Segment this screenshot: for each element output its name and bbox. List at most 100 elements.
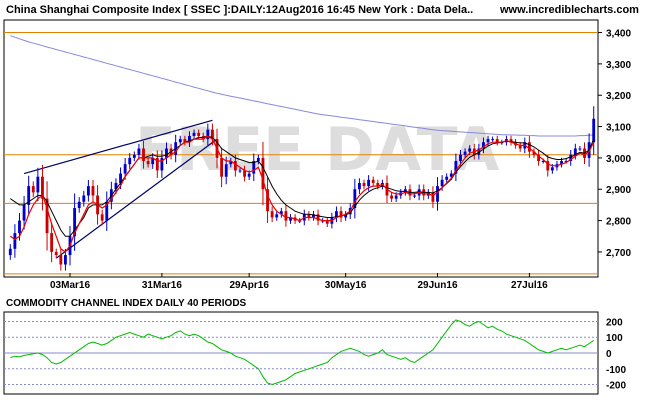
- candle-body: [188, 135, 191, 143]
- cci-tick-label: 100: [606, 333, 623, 344]
- candle-body: [339, 211, 343, 218]
- candle-body: [325, 220, 329, 224]
- candle-body: [243, 170, 247, 177]
- candle-body: [31, 186, 35, 193]
- candle-body: [210, 129, 214, 140]
- cci-title: COMMODITY CHANNEL INDEX DAILY 40 PERIODS: [6, 298, 247, 309]
- candle-body: [86, 186, 90, 196]
- candle-body: [100, 214, 104, 221]
- candle-body: [266, 189, 269, 212]
- candle-body: [91, 186, 95, 196]
- candle-body: [307, 214, 311, 218]
- candle-body: [569, 154, 573, 162]
- candle-body: [550, 167, 554, 171]
- candle-body: [146, 161, 150, 165]
- date-axis-ticks: 03Mar16 31Mar16 29Apr16 30May16 29Jun16 27Jul…: [50, 273, 548, 291]
- candle-body: [128, 157, 132, 165]
- cci-levels: [4, 320, 598, 386]
- candle-body: [73, 208, 77, 237]
- candle-body: [165, 148, 168, 158]
- candle-body: [316, 214, 320, 221]
- candle-body: [463, 151, 467, 155]
- ma-mid-line: [10, 135, 595, 237]
- candle-body: [573, 148, 577, 155]
- candle-body: [495, 139, 499, 143]
- candle-body: [151, 157, 155, 165]
- candle-body: [41, 176, 44, 199]
- candle-body: [527, 142, 531, 152]
- candle-body: [155, 157, 159, 171]
- cci-line-group: [10, 319, 594, 386]
- candle-body: [82, 195, 86, 202]
- price-horizontal-levels: [4, 32, 598, 275]
- cci-tick-label: -100: [606, 365, 626, 376]
- candle-body: [160, 157, 164, 171]
- candle-body: [77, 201, 81, 209]
- ma-short-group: [9, 135, 595, 253]
- candle-body: [238, 170, 242, 172]
- candle-body: [22, 204, 26, 221]
- candle-body: [390, 195, 394, 199]
- price-tick-label: 3,400: [606, 29, 631, 40]
- candle-body: [532, 151, 536, 155]
- candle-body: [353, 189, 357, 209]
- price-tick-label: 3,300: [606, 60, 631, 71]
- cci-tick-label: 0: [606, 349, 612, 360]
- candle-body: [413, 195, 416, 197]
- site-url[interactable]: www.incrediblecharts.com: [499, 4, 639, 16]
- candle-body: [537, 154, 541, 162]
- candle-body: [50, 233, 54, 252]
- cci-axis-ticks: 200 100 0 -100 -200: [606, 317, 626, 391]
- candle-body: [105, 201, 109, 221]
- ma-short-line: [9, 135, 595, 253]
- candle-body: [449, 173, 453, 177]
- price-tick-label: 3,100: [606, 123, 631, 134]
- candle-body: [454, 161, 458, 174]
- candle-body: [468, 148, 472, 152]
- candle-body: [312, 214, 315, 218]
- ma-long-line: [10, 35, 594, 137]
- candle-body: [445, 176, 449, 180]
- candle-body: [491, 139, 495, 141]
- candle-body: [440, 179, 444, 187]
- candle-body: [578, 148, 582, 150]
- candle-body: [18, 220, 21, 234]
- cci-tick-label: -200: [606, 381, 626, 392]
- cci-tick-label: 200: [606, 317, 623, 328]
- candle-body: [560, 161, 563, 165]
- candle-body: [197, 132, 201, 136]
- trendlines-group: [23, 119, 218, 259]
- candle-body: [206, 129, 210, 140]
- candle-body: [123, 164, 127, 174]
- candle-body: [27, 186, 31, 205]
- candle-body: [486, 139, 490, 143]
- candle-body: [256, 157, 260, 162]
- candle-body: [142, 148, 145, 162]
- date-tick-label: 29Jun16: [418, 280, 458, 291]
- date-tick-label: 31Mar16: [142, 280, 182, 291]
- price-tick-label: 2,700: [606, 248, 631, 259]
- candle-body: [45, 198, 49, 234]
- candle-body: [114, 182, 118, 190]
- candle-body: [335, 211, 338, 218]
- candle-body: [362, 182, 366, 187]
- candle-body: [518, 145, 522, 149]
- candle-body: [376, 182, 380, 187]
- candle-body: [36, 176, 40, 193]
- candle-body: [509, 139, 513, 143]
- candle-body: [270, 211, 274, 218]
- trendline: [23, 119, 213, 175]
- candle-body: [367, 179, 371, 187]
- date-tick-label: 27Jul16: [511, 280, 548, 291]
- candle-body: [275, 214, 279, 218]
- candle-body: [13, 233, 17, 249]
- candle-body: [183, 139, 187, 143]
- candle-body: [482, 142, 485, 149]
- price-tick-label: 3,000: [606, 154, 631, 165]
- candle-body: [220, 157, 224, 177]
- date-tick-label: 03Mar16: [50, 280, 90, 291]
- candle-body: [261, 157, 265, 190]
- date-tick-label: 29Apr16: [229, 280, 269, 291]
- ma-long-group: [10, 35, 594, 137]
- chart-title: China Shanghai Composite Index [ SSEC ]:…: [6, 4, 473, 16]
